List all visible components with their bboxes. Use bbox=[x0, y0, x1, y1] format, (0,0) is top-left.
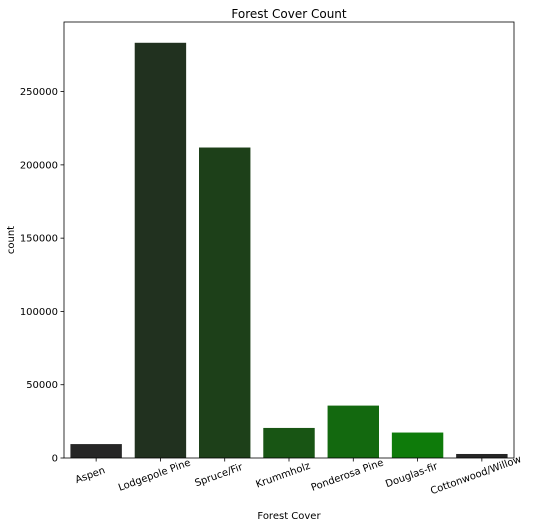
y-tick-label: 100000 bbox=[20, 307, 58, 318]
bar-spruce-fir bbox=[199, 148, 250, 458]
y-tick-label: 250000 bbox=[20, 87, 58, 98]
x-axis: Aspen Lodgepole Pine Spruce/Fir KrummholzPo… bbox=[74, 454, 523, 497]
y-tick-label: 150000 bbox=[20, 234, 58, 245]
bar-cottonwood-willow bbox=[456, 454, 507, 458]
bar-lodgepole-pine bbox=[135, 43, 186, 458]
bars-group bbox=[70, 43, 507, 458]
y-tick-label: 0 bbox=[52, 454, 58, 465]
y-axis-label: count bbox=[6, 226, 17, 254]
x-tick-label: Spruce/Fir bbox=[193, 462, 245, 490]
bar-krummholz bbox=[263, 428, 314, 458]
chart-title: Forest Cover Count bbox=[231, 7, 347, 21]
y-tick-label: 200000 bbox=[20, 160, 58, 171]
bar-ponderosa-pine bbox=[328, 406, 379, 458]
y-tick-label: 50000 bbox=[26, 380, 58, 391]
x-tick-label: Cottonwood/Willow bbox=[429, 454, 523, 497]
plot-frame bbox=[64, 22, 514, 458]
x-tick-label: Aspen bbox=[74, 465, 107, 486]
x-tick-label: Lodgepole Pine bbox=[117, 457, 192, 493]
bar-douglas-fir bbox=[392, 433, 443, 458]
x-axis-label: Forest Cover bbox=[257, 511, 321, 522]
x-tick-label: Krummholz bbox=[254, 461, 311, 491]
y-axis: 0 50000 100000 150000 200000 250000 bbox=[20, 87, 64, 464]
bar-aspen bbox=[70, 444, 121, 458]
x-tick-label: Ponderosa Pine bbox=[310, 457, 385, 493]
